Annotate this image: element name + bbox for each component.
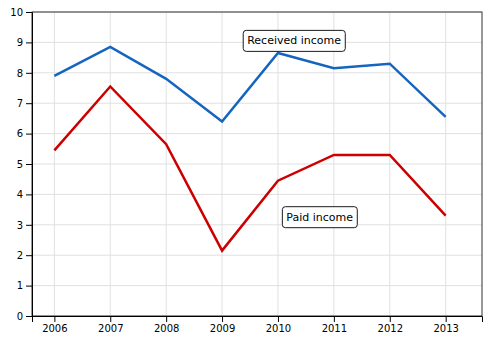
plot-frame — [32, 12, 482, 316]
grid-line-y — [32, 103, 482, 104]
tick: 3 — [17, 220, 32, 231]
tick: 2012 — [378, 316, 403, 334]
annotations: Received income Paid income — [243, 30, 357, 227]
tick: 4 — [17, 189, 32, 200]
chart: 2006 2007 2008 2009 2010 2011 2012 2013 0 1 2 3 4 5 6 7… — [0, 0, 496, 342]
tick: 2009 — [210, 316, 235, 334]
tick-label: 10 — [10, 7, 23, 18]
tick-mark — [222, 316, 223, 322]
tick-mark — [26, 42, 32, 43]
tick-label: 0 — [17, 311, 23, 322]
annotation-text: Paid income — [286, 211, 353, 224]
grid-line-y — [32, 194, 482, 195]
grid-line-y — [32, 285, 482, 286]
tick-mark — [26, 286, 32, 287]
tick-mark — [54, 316, 55, 322]
grid-line-y — [32, 72, 482, 73]
tick: 2 — [17, 250, 32, 261]
tick: 7 — [17, 98, 32, 109]
tick-label: 7 — [17, 98, 23, 109]
tick-mark — [26, 164, 32, 165]
tick-label: 5 — [17, 159, 23, 170]
tick-label: 2013 — [433, 323, 458, 334]
tick-mark — [110, 316, 111, 322]
tick-mark — [26, 316, 32, 317]
tick-label: 2008 — [154, 323, 179, 334]
tick-label: 8 — [17, 68, 23, 79]
axis-line — [26, 13, 33, 317]
tick: 2008 — [154, 316, 179, 334]
tick: 6 — [17, 128, 32, 139]
tick-mark — [166, 316, 167, 322]
tick-mark — [26, 12, 32, 13]
tick-mark — [26, 103, 32, 104]
tick: 5 — [17, 159, 32, 170]
tick: 2007 — [98, 316, 123, 334]
tick: 2013 — [433, 316, 458, 334]
tick-mark — [390, 316, 391, 322]
tick-mark — [278, 316, 279, 322]
axis-line — [33, 317, 483, 323]
tick: 10 — [10, 7, 32, 18]
annotation-box — [243, 30, 345, 51]
annotation-text: Received income — [247, 34, 341, 47]
tick-mark — [26, 134, 32, 135]
tick: 1 — [17, 280, 32, 291]
tick-mark — [446, 316, 447, 322]
tick-label: 3 — [17, 220, 23, 231]
tick-label: 2012 — [378, 323, 403, 334]
plot: 2006 2007 2008 2009 2010 2011 2012 2013 0 1 2 3 4 5 6 7… — [10, 7, 482, 334]
grid — [32, 12, 482, 316]
line — [54, 86, 445, 250]
tick-label: 2010 — [266, 323, 291, 334]
lines — [54, 47, 445, 251]
annotation: Paid income — [282, 207, 357, 228]
annotation-box — [282, 207, 357, 228]
grid-line-y — [32, 164, 482, 165]
grid-line-y — [32, 133, 482, 134]
tick: 0 — [17, 311, 32, 322]
line — [54, 47, 445, 121]
x-axis: 2006 2007 2008 2009 2010 2011 2012 2013 — [33, 316, 483, 334]
tick-label: 2011 — [322, 323, 347, 334]
grid-line-y — [32, 255, 482, 256]
annotation: Received income — [243, 30, 345, 51]
tick: 2011 — [322, 316, 347, 334]
tick-label: 1 — [17, 280, 23, 291]
tick: 8 — [17, 68, 32, 79]
tick-label: 2006 — [42, 323, 67, 334]
tick: 9 — [17, 37, 32, 48]
tick-mark — [26, 225, 32, 226]
tick-mark — [334, 316, 335, 322]
tick-label: 9 — [17, 37, 23, 48]
tick-label: 2009 — [210, 323, 235, 334]
tick-label: 6 — [17, 128, 23, 139]
tick-mark — [26, 194, 32, 195]
tick-mark — [26, 73, 32, 74]
tick: 2006 — [42, 316, 67, 334]
y-axis: 0 1 2 3 4 5 6 7 8 9 10 — [10, 7, 32, 322]
tick-label: 2007 — [98, 323, 123, 334]
grid-line-y — [32, 224, 482, 225]
tick-mark — [26, 255, 32, 256]
tick-label: 4 — [17, 189, 23, 200]
tick: 2010 — [266, 316, 291, 334]
tick-label: 2 — [17, 250, 23, 261]
